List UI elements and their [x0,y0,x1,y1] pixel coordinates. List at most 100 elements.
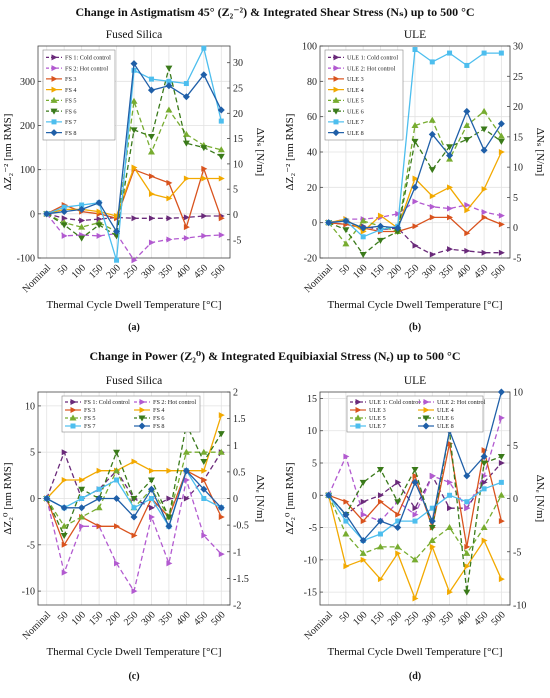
panel-c-series-7-point-4 [114,477,120,483]
panel-b-series-1-point-7 [447,246,454,253]
panel-b-legend-series-4-point-0 [333,86,340,93]
panel-d-series-1-point-7 [447,505,454,512]
panel-a-legend-series-7-point-0 [51,119,57,125]
panel-b-legend-label-4: ULE 4 [347,87,364,94]
panel-c-series-3-point-4 [114,523,121,530]
panel-c-ytick-label: 5 [30,448,35,459]
panel-d-series-1-point-3 [377,492,384,499]
panel-c-xlabel: Thermal Cycle Dwell Temperature [°C] [46,646,221,658]
panel-b-series-2-point-6 [429,203,436,210]
panel-c-series-8-point-7 [165,522,173,530]
panel-a-legend-series-3-point-0 [51,75,58,82]
panel-d-legend-series-3-point-0 [355,407,362,413]
panel-a-series-2-point-3 [96,232,103,239]
panel-c-legend-series-4-point-0 [139,407,146,413]
panel-d-legend [346,395,484,433]
panel-b-series-4-point-5 [412,175,419,182]
panel-a-ytick-label: 200 [20,121,35,132]
panel-c-y2tick-label: 1.5 [233,414,246,425]
panel-d-series-2-point-5 [412,511,419,518]
panel-a-legend-label-2: FS 2: Hot control [65,65,108,72]
panel-a-ytick-label: 100 [20,165,35,176]
panel-b-legend-series-5-point-0 [332,96,340,103]
panel-a-series-1-point-1 [61,215,68,222]
panel-c-y2tick-label: 1 [233,441,238,452]
panel-d-series-7-point-9 [481,486,487,492]
panel-a-legend-series-8-point-0 [50,129,58,137]
panel-d-legend-series-6-point-0 [422,415,430,422]
panel-c-series-8-point-2 [78,504,86,512]
panel-b-series-5-point-5 [411,122,419,128]
panel-b-series-6-point-8 [463,137,471,144]
panel-d-y2tick-label: 10 [513,388,523,399]
panel-d-xtick-label: 100 [351,610,369,628]
panel-b-series-5-point-1 [342,240,350,247]
panel-a-y2tick-label: -5 [233,235,241,246]
panel-a-series-6-point-5 [130,127,138,134]
panel-c-series-5-point-3 [95,504,103,511]
panel-a-xtick-label: 450 [192,263,210,281]
panel-b-series-6-point-3 [376,237,384,244]
panel-b-series-8-point-6 [428,130,436,138]
panel-c-series-4-point-3 [96,467,103,474]
panel-d-series-5-point-10 [497,491,505,498]
panel-d-legend-series-5-point-0 [354,414,362,421]
panel-d-legend-series-2-point-0 [423,399,430,405]
chart-panel-d: -15 -10 -5 0 5 10 15 -10 -5 0 5 10 Nominal 5010015020… [284,375,546,682]
panel-a-series-3-point-8 [183,224,190,231]
panel-b-legend-series-8-point-0 [332,129,340,137]
panel-a-panel-label: (a) [128,322,140,333]
figure-title-top: Change in Astigmatism 45° (Z₂⁻²) & Integ… [75,5,474,19]
panel-c-legend-label-3: FS 3 [84,407,96,414]
panel-d-series-2-point-8 [464,505,471,512]
panel-d-series-5-point-5 [411,556,419,563]
panel-b-series-7-point-2 [360,234,366,240]
panel-a-series-5-point-5 [130,97,138,104]
panel-b-xtick-label: 100 [351,263,369,281]
panel-c-legend-series-7-point-0 [70,423,76,429]
panel-d-series-2-point-10 [498,414,505,421]
panel-d-series-4-point-1 [343,563,350,570]
panel-d-series-3-point-5 [412,472,419,479]
panel-a-series-6-point-8 [182,140,190,147]
panel-c-series-5-point-1 [60,522,68,529]
panel-b-ylabel: ΔZ₂⁻² [nm RMS] [284,114,296,191]
panel-b-series-1-point-6 [429,251,436,258]
panel-a-series-7-point-4 [114,257,120,263]
panel-a-series-6-point-3 [95,222,103,229]
panel-b-legend-label-5: ULE 5 [347,98,364,105]
panel-b-series-8-point-9 [480,146,488,154]
panel-b-series-6-point-5 [411,138,419,145]
panel-a-series-4-point-4 [114,213,121,220]
panel-d-series-8-point-5 [411,478,419,486]
panel-d-legend-label-7: ULE 7 [369,423,386,430]
panel-c-series-5-point-8 [182,448,190,455]
panel-b-xtick-label: 450 [472,263,490,281]
panel-c-ytick-label: 10 [25,401,35,412]
panel-b-y2tick-label: -5 [513,254,521,265]
panel-b-series-8-point-0 [325,219,333,227]
panel-d-xtick-label: 450 [472,610,490,628]
panel-b-series-1-point-10 [498,249,505,256]
panel-b-series-3-point-9 [481,214,488,221]
panel-a-legend-label-3: FS 3 [65,76,77,83]
panel-c-legend-series-6-point-0 [138,415,146,422]
panel-a-legend-label-7: FS 7 [65,119,77,126]
panel-c-series-2-point-6 [148,514,155,521]
panel-d-series-3-point-7 [447,440,454,447]
panel-b-ytick-label: 60 [307,112,317,123]
panel-d-series-3-point-3 [377,498,384,505]
panel-c-series-8-point-10 [217,504,225,512]
panel-a-ytick-label: -100 [17,254,35,265]
panel-c-series-4-point-1 [61,476,68,483]
panel-a-xtick-label: 50 [56,263,71,278]
panel-c-series-1-point-7 [166,495,173,502]
panel-d-legend-series-1-point-0 [355,399,362,405]
panel-d-series-4-point-8 [464,563,471,570]
panel-d-series-7-point-5 [412,518,418,524]
panel-b-legend-label-1: ULE 1: Cold control [347,55,398,62]
panel-a-series-2-point-5 [131,257,138,264]
panel-a-series-2-point-6 [148,239,155,246]
panel-a-series-5-point-8 [182,130,190,137]
panel-b-series-5-point-9 [480,107,488,114]
